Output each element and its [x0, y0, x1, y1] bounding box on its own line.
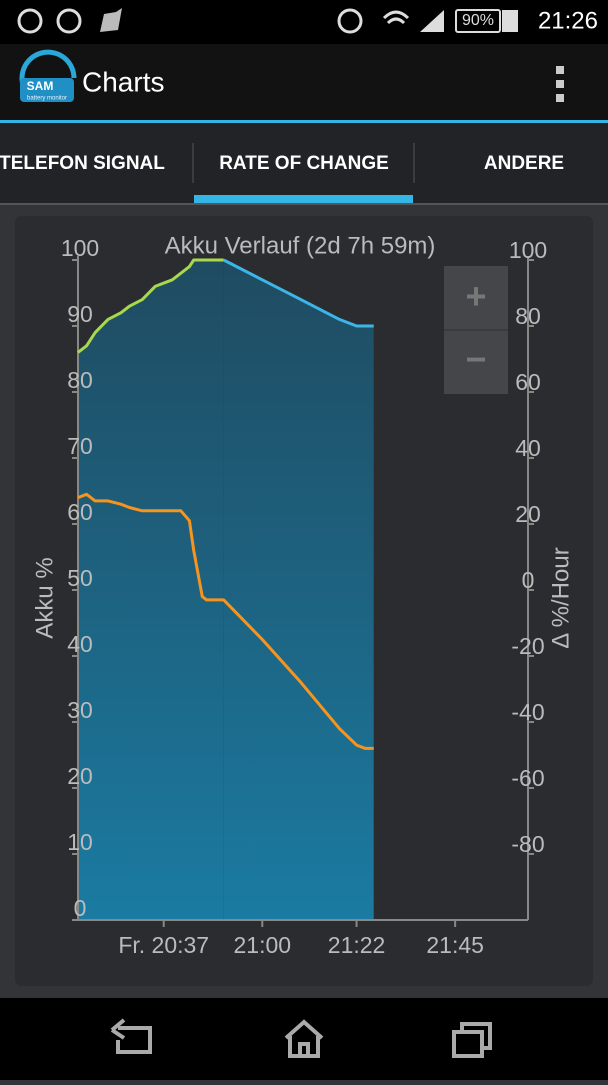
zoom-out-button[interactable]: − [465, 339, 486, 380]
chart-title: Akku Verlauf (2d 7h 59m) [165, 232, 436, 259]
y-tick-label: 30 [67, 697, 93, 723]
y2-tick-label: 0 [522, 567, 535, 593]
area [223, 260, 374, 920]
clock: 21:26 [538, 7, 598, 34]
y2-tick-label: -80 [511, 831, 544, 857]
y-tick-label: 80 [67, 367, 93, 393]
signal-icon [420, 10, 444, 32]
back-button[interactable] [110, 1018, 152, 1054]
y2-tick-label: -40 [511, 699, 544, 725]
y2-tick-label: 80 [515, 303, 541, 329]
y2-tick-label: 20 [515, 501, 541, 527]
y-tick-label: 0 [74, 895, 87, 921]
tab-bar-border [0, 203, 608, 205]
app-bar-divider [0, 120, 608, 123]
logo-badge [20, 78, 74, 102]
x-tick-label: 21:00 [234, 932, 292, 958]
recents-button[interactable] [452, 1022, 492, 1058]
y2-tick-label: 60 [515, 369, 541, 395]
y-tick-label: 50 [67, 565, 93, 591]
x-tick-label: Fr. 20:37 [118, 932, 209, 958]
tab[interactable]: TELEFON SIGNAL [0, 153, 165, 174]
y2-tick-label: 100 [509, 237, 547, 263]
charging-icon [502, 10, 518, 32]
y-tick-label: 70 [67, 433, 93, 459]
overflow-menu[interactable] [556, 66, 564, 102]
nav-bar [0, 998, 608, 1080]
battery-icon [455, 9, 501, 33]
status-icon [100, 8, 122, 32]
logo: SAM [27, 79, 54, 93]
x-tick-label: 21:22 [328, 932, 386, 958]
app-title: Charts [82, 66, 164, 97]
line-series [77, 492, 374, 750]
y2-tick-label: -20 [511, 633, 544, 659]
battery-level: 90% [462, 12, 494, 29]
alarm-icon [337, 8, 363, 34]
line-series [223, 258, 374, 328]
line-series [77, 258, 224, 354]
y-tick-label: 60 [67, 499, 93, 525]
y-tick-label: 100 [61, 235, 99, 261]
tab[interactable]: RATE OF CHANGE [219, 153, 389, 174]
logo-subtitle: battery monitor [27, 96, 67, 102]
wifi-icon [382, 10, 410, 25]
y-tick-label: 40 [67, 631, 93, 657]
y-tick-label: 90 [67, 301, 93, 327]
y-tick-label: 20 [67, 763, 93, 789]
tab-indicator [194, 195, 413, 203]
y2-axis-label: Δ %/Hour [547, 547, 574, 648]
chart: Akku Verlauf (2d 7h 59m) Akku % Δ %/Hour… [31, 232, 574, 958]
home-button[interactable] [284, 1019, 324, 1058]
y-tick-label: 10 [67, 829, 93, 855]
area [78, 260, 224, 920]
status-icon [17, 8, 43, 34]
app-bar [0, 44, 608, 120]
y2-tick-label: -60 [511, 765, 544, 791]
y-axis-label: Akku % [31, 557, 58, 638]
tab-bar [0, 123, 608, 203]
zoom-in-button[interactable]: + [465, 276, 486, 317]
x-tick-label: 21:45 [426, 932, 484, 958]
status-icon [56, 8, 82, 34]
tab[interactable]: ANDERE [484, 153, 564, 174]
y2-tick-label: 40 [515, 435, 541, 461]
